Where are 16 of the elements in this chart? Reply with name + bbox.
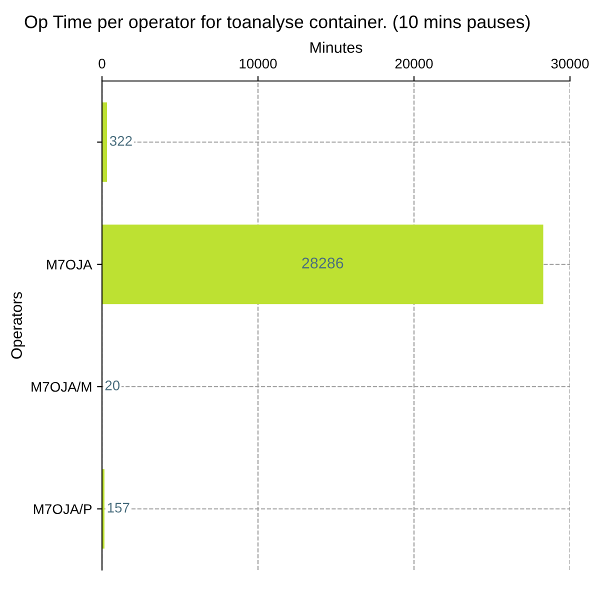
bar bbox=[102, 102, 108, 182]
data-label: 322 bbox=[110, 136, 132, 146]
x-tick-label: 0 bbox=[98, 58, 106, 69]
y-tick-label: M7OJA bbox=[47, 260, 92, 270]
x-tick-label: 30000 bbox=[551, 58, 589, 69]
x-tick-label: 20000 bbox=[395, 58, 433, 69]
y-axis-title: Operators bbox=[11, 292, 25, 359]
x-axis-title: Minutes bbox=[310, 42, 362, 53]
x-tick-label: 10000 bbox=[240, 58, 277, 69]
data-label: 157 bbox=[108, 502, 130, 513]
y-tick-label: M7OJA/P bbox=[34, 504, 92, 514]
chart-title: Op Time per operator for toanalyse container. (10 mins pauses) bbox=[24, 15, 530, 32]
data-label: 28286 bbox=[302, 258, 344, 268]
data-label: 20 bbox=[105, 380, 120, 390]
y-tick-label: M7OJA/M bbox=[32, 382, 92, 392]
bar bbox=[102, 224, 544, 304]
